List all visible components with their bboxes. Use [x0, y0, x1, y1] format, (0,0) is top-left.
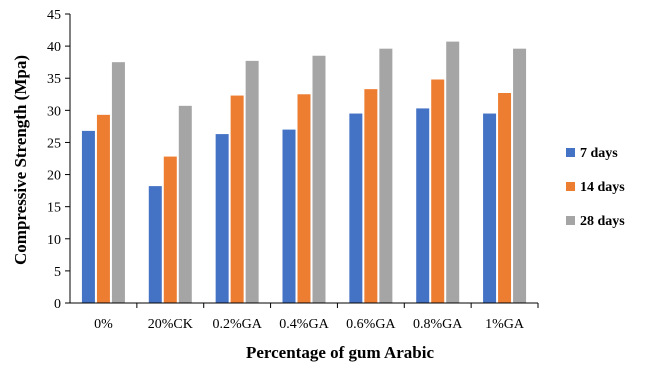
- bar-14-days-20%CK: [163, 156, 177, 303]
- x-tick-label: 0%: [94, 317, 113, 332]
- x-tick-label: 0.8%GA: [413, 317, 463, 332]
- x-tick-label: 20%CK: [148, 317, 193, 332]
- y-tick-label: 40: [47, 40, 61, 55]
- y-tick-label: 20: [47, 169, 61, 184]
- bar-7-days-0.4%GA: [282, 129, 296, 303]
- bar-7-days-0.2%GA: [215, 134, 229, 303]
- bar-14-days-0.8%GA: [431, 79, 445, 303]
- plot-area: [81, 41, 527, 304]
- legend-label: 14 days: [580, 180, 625, 195]
- bar-28-days-0.2%GA: [245, 60, 259, 304]
- legend-label: 28 days: [580, 214, 625, 229]
- bar-28-days-0.4%GA: [312, 55, 326, 303]
- legend-label: 7 days: [580, 146, 618, 161]
- x-tick-label: 0.4%GA: [279, 317, 329, 332]
- axes: 0 5 10 15 20 25 30 35 40 45 0% 20%CK 0.2%GA 0.4%GA 0.6…: [47, 8, 539, 332]
- x-tick-label: 0.6%GA: [346, 317, 396, 332]
- bar-14-days-0.4%GA: [297, 94, 311, 304]
- y-tick-label: 15: [47, 201, 61, 216]
- bar-7-days-0.8%GA: [416, 108, 430, 303]
- legend-swatch: [566, 148, 575, 157]
- bar-28-days-20%CK: [178, 105, 192, 304]
- y-tick-label: 45: [47, 8, 61, 23]
- bar-28-days-0.6%GA: [379, 48, 393, 304]
- bar-7-days-0%: [81, 130, 95, 303]
- bar-7-days-20%CK: [148, 186, 162, 303]
- y-tick-label: 35: [47, 72, 61, 87]
- legend: 7 days 14 days 28 days: [566, 146, 625, 229]
- legend-swatch: [566, 216, 575, 225]
- legend-swatch: [566, 182, 575, 191]
- bar-14-days-0.6%GA: [364, 89, 378, 303]
- x-tick-label: 1%GA: [485, 317, 525, 332]
- y-tick-label: 10: [47, 233, 61, 248]
- bar-14-days-0%: [96, 114, 110, 303]
- y-tick-label: 5: [54, 265, 61, 280]
- y-tick-label: 25: [47, 136, 61, 151]
- bar-28-days-1%GA: [513, 48, 527, 304]
- y-tick-label: 0: [54, 297, 61, 312]
- x-tick-label: 0.2%GA: [212, 317, 262, 332]
- bar-28-days-0%: [111, 62, 125, 303]
- bar-14-days-0.2%GA: [230, 95, 244, 303]
- bar-7-days-1%GA: [483, 113, 497, 304]
- y-axis-title: Compressive Strength (Mpa): [11, 55, 30, 265]
- bar-28-days-0.8%GA: [446, 41, 460, 304]
- bar-7-days-0.6%GA: [349, 113, 363, 304]
- y-tick-label: 30: [47, 104, 61, 119]
- bar-14-days-1%GA: [498, 92, 512, 303]
- x-axis-title: Percentage of gum Arabic: [246, 343, 435, 362]
